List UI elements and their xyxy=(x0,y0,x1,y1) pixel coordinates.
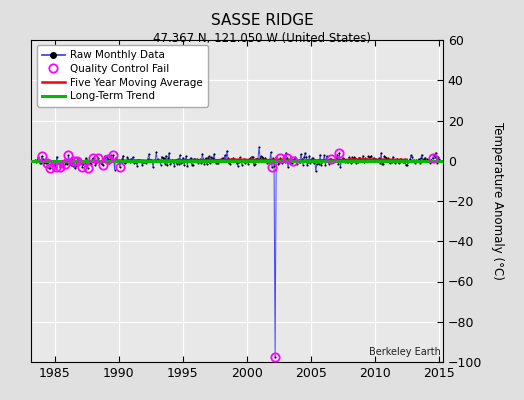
Text: Berkeley Earth: Berkeley Earth xyxy=(369,347,441,357)
Text: 47.367 N, 121.050 W (United States): 47.367 N, 121.050 W (United States) xyxy=(153,32,371,45)
Y-axis label: Temperature Anomaly (°C): Temperature Anomaly (°C) xyxy=(491,122,504,280)
Text: SASSE RIDGE: SASSE RIDGE xyxy=(211,13,313,28)
Legend: Raw Monthly Data, Quality Control Fail, Five Year Moving Average, Long-Term Tren: Raw Monthly Data, Quality Control Fail, … xyxy=(37,45,208,106)
